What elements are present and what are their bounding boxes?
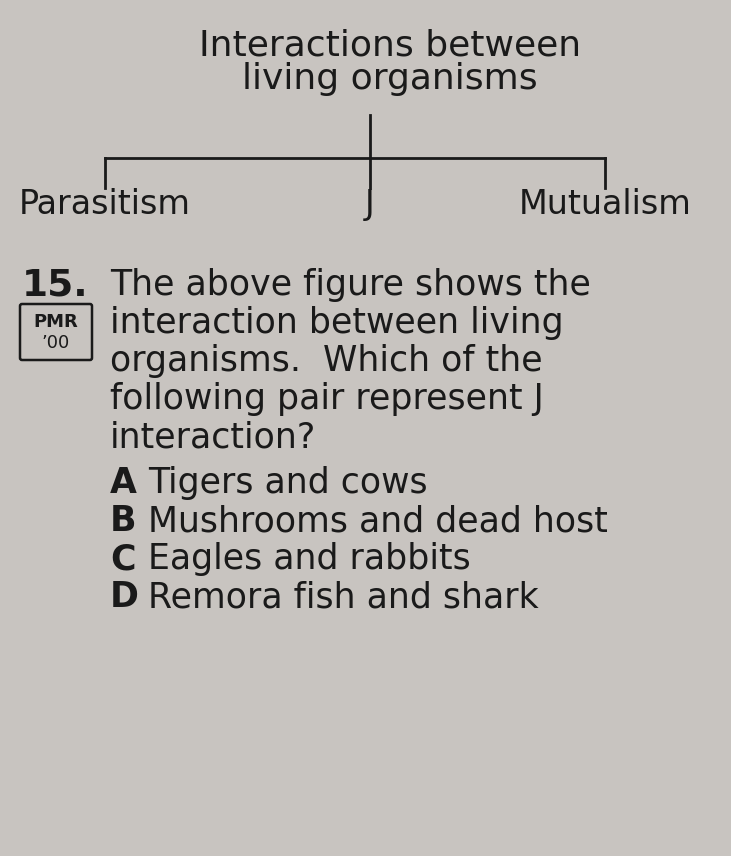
Text: following pair represent J: following pair represent J (110, 382, 544, 416)
Text: A: A (110, 466, 137, 500)
Text: organisms.  Which of the: organisms. Which of the (110, 344, 542, 378)
Text: interaction between living: interaction between living (110, 306, 564, 340)
Text: B: B (110, 504, 137, 538)
Text: C: C (110, 542, 135, 576)
Text: Parasitism: Parasitism (19, 188, 191, 221)
Text: Mutualism: Mutualism (518, 188, 692, 221)
Text: interaction?: interaction? (110, 420, 317, 454)
Text: Mushrooms and dead host: Mushrooms and dead host (148, 504, 608, 538)
Text: The above figure shows the: The above figure shows the (110, 268, 591, 302)
Text: living organisms: living organisms (242, 62, 538, 96)
Text: D: D (110, 580, 139, 614)
Text: Eagles and rabbits: Eagles and rabbits (148, 542, 471, 576)
Text: Tigers and cows: Tigers and cows (148, 466, 428, 500)
Text: J: J (365, 188, 375, 221)
Text: Interactions between: Interactions between (199, 28, 581, 62)
FancyBboxPatch shape (20, 304, 92, 360)
Text: PMR: PMR (34, 313, 78, 331)
Text: Remora fish and shark: Remora fish and shark (148, 580, 539, 614)
Text: 15.: 15. (22, 268, 88, 304)
Text: ’00: ’00 (42, 334, 70, 352)
